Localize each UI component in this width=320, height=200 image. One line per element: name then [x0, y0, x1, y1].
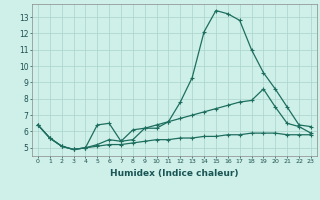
X-axis label: Humidex (Indice chaleur): Humidex (Indice chaleur) [110, 169, 239, 178]
